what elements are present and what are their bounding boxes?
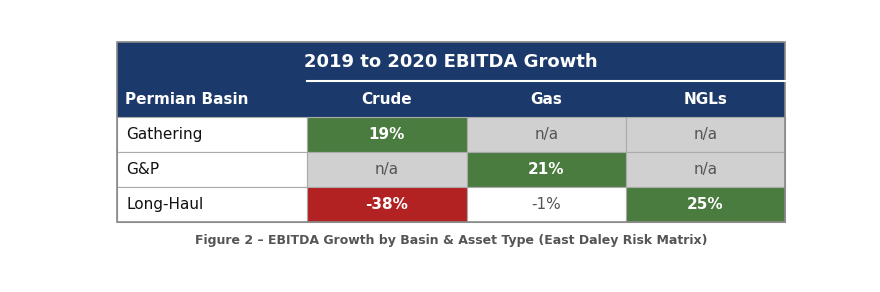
Text: 21%: 21% (528, 162, 564, 177)
Bar (307, 187, 466, 222)
Text: -1%: -1% (532, 197, 561, 212)
Text: Permian Basin: Permian Basin (125, 92, 248, 107)
Text: Gas: Gas (531, 92, 562, 107)
Text: G&P: G&P (127, 162, 159, 177)
Bar (307, 152, 466, 187)
Text: Figure 2 – EBITDA Growth by Basin & Asset Type (East Daley Risk Matrix): Figure 2 – EBITDA Growth by Basin & Asse… (194, 234, 708, 247)
Text: n/a: n/a (375, 162, 399, 177)
Text: n/a: n/a (534, 127, 558, 142)
Bar (466, 187, 626, 222)
Text: n/a: n/a (693, 127, 717, 142)
Bar (117, 81, 307, 117)
Text: Gathering: Gathering (127, 127, 202, 142)
Bar (626, 117, 785, 152)
Text: NGLs: NGLs (684, 92, 728, 107)
Text: Crude: Crude (362, 92, 412, 107)
Bar (466, 117, 626, 152)
Text: 2019 to 2020 EBITDA Growth: 2019 to 2020 EBITDA Growth (304, 53, 598, 71)
Text: -38%: -38% (365, 197, 408, 212)
Bar (117, 42, 785, 222)
Bar (626, 81, 785, 117)
Bar (626, 187, 785, 222)
Bar (626, 152, 785, 187)
Text: 19%: 19% (369, 127, 405, 142)
Bar (307, 117, 466, 152)
Text: Long-Haul: Long-Haul (127, 197, 203, 212)
Text: n/a: n/a (693, 162, 717, 177)
Bar (117, 187, 307, 222)
Bar (117, 152, 307, 187)
Bar (307, 81, 466, 117)
Bar (466, 81, 626, 117)
Bar (466, 152, 626, 187)
Text: 25%: 25% (687, 197, 724, 212)
Bar (117, 117, 307, 152)
Bar (117, 42, 785, 81)
